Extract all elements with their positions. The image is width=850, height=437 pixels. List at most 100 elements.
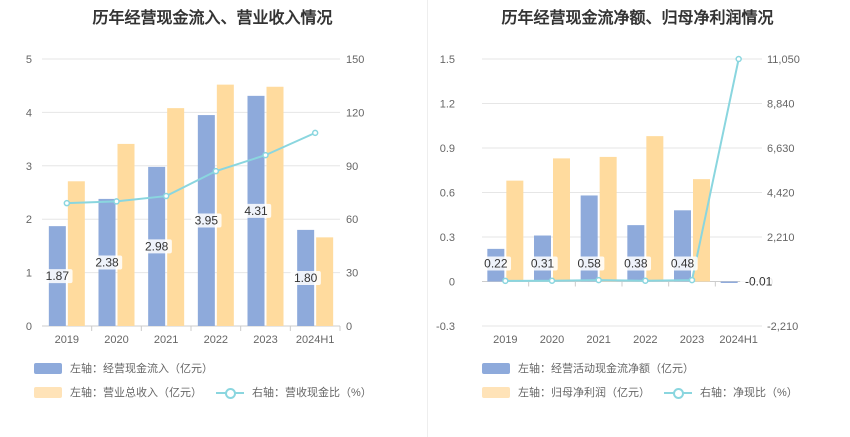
data-label: 2.98 bbox=[145, 239, 169, 253]
right-chart-svg: -0.300.30.60.91.21.5-2,21002,2104,4206,6… bbox=[436, 54, 800, 346]
panel-divider bbox=[427, 0, 428, 437]
legend-label-cash-inflow: 左轴：经营现金流入（亿元） bbox=[70, 363, 213, 375]
legend-label-net-profit: 左轴：归母净利润（亿元） bbox=[518, 387, 650, 399]
y-right-tick-label: 2,210 bbox=[767, 232, 795, 244]
data-label: 3.95 bbox=[195, 214, 219, 228]
y-left-tick-label: 4 bbox=[26, 107, 32, 119]
line-point bbox=[311, 129, 319, 137]
x-tick-label: 2023 bbox=[253, 334, 277, 346]
line-point bbox=[63, 199, 71, 207]
data-label: 0.58 bbox=[577, 257, 601, 271]
y-left-tick-label: 2 bbox=[26, 214, 32, 226]
y-right-tick-label: 120 bbox=[346, 107, 364, 119]
bar-series1 bbox=[627, 225, 645, 282]
legend-swatch-line bbox=[216, 387, 244, 399]
line-point bbox=[262, 151, 269, 159]
legend-swatch-bar1 bbox=[482, 362, 510, 374]
legend-label-net-cash-ratio: 右轴：净现比（%） bbox=[700, 387, 798, 399]
data-label-bg bbox=[667, 256, 698, 271]
data-label: 0.22 bbox=[484, 257, 508, 271]
x-tick-label: 2024H1 bbox=[296, 334, 335, 346]
y-right-tick-label: 11,050 bbox=[767, 54, 800, 66]
bar-series2 bbox=[553, 158, 570, 282]
legend-item-revenue[interactable]: 左轴：营业总收入（亿元） bbox=[34, 384, 202, 400]
y-left-tick-label: 0.6 bbox=[440, 188, 455, 200]
bar-series2 bbox=[167, 108, 185, 327]
data-label-bg bbox=[740, 274, 778, 289]
line-point bbox=[595, 276, 602, 284]
bar-series1 bbox=[674, 210, 691, 282]
left-chart-svg: 0 1 2 3 4 5 0 30 60 90 120 150 2019 2020 2021 2022 2023 2… bbox=[26, 54, 364, 346]
y-left-tick-label: 0 bbox=[449, 277, 455, 289]
line-point bbox=[688, 276, 696, 284]
bar-series2 bbox=[506, 180, 524, 282]
x-tick-label: 2022 bbox=[633, 334, 657, 346]
data-label-bg bbox=[290, 270, 321, 285]
data-label-bg bbox=[42, 269, 73, 284]
bar-series1 bbox=[720, 281, 738, 283]
legend-item-net-profit[interactable]: 左轴：归母净利润（亿元） bbox=[482, 384, 650, 400]
right-chart-title: 历年经营现金流净额、归母净利润情况 bbox=[501, 10, 774, 27]
data-label-bg bbox=[527, 256, 558, 271]
data-label-bg bbox=[480, 256, 512, 271]
legend-swatch-bar1 bbox=[34, 362, 62, 374]
bar-series2 bbox=[216, 84, 234, 326]
data-label-bg bbox=[573, 256, 605, 271]
x-tick-label: 2021 bbox=[586, 334, 610, 346]
y-left-tick-label: 0.9 bbox=[440, 143, 455, 155]
data-label: 0.38 bbox=[624, 257, 648, 271]
y-left-tick-label: 0 bbox=[26, 321, 32, 333]
bar-series2 bbox=[316, 237, 334, 326]
legend-item-net-cash-flow[interactable]: 左轴：经营活动现金流净额（亿元） bbox=[482, 360, 694, 376]
bar-series2 bbox=[266, 86, 284, 326]
y-right-tick-label: 6,630 bbox=[767, 143, 795, 155]
x-tick-label: 2021 bbox=[154, 334, 178, 346]
y-right-tick-label: 150 bbox=[346, 54, 364, 66]
line-point bbox=[642, 277, 649, 284]
legend-label-revenue-cash-ratio: 右轴：营收现金比（%） bbox=[252, 387, 372, 399]
line-point bbox=[212, 167, 220, 175]
data-label-bg bbox=[141, 239, 172, 254]
data-label: 0.31 bbox=[531, 257, 555, 271]
left-chart-title: 历年经营现金流入、营业收入情况 bbox=[92, 10, 333, 27]
line-point bbox=[502, 277, 509, 285]
bar-series2 bbox=[599, 156, 617, 282]
bar-series2 bbox=[646, 136, 664, 282]
data-label-bg bbox=[91, 255, 123, 270]
legend-item-net-cash-ratio[interactable]: 右轴：净现比（%） bbox=[664, 384, 798, 400]
line-point bbox=[735, 55, 742, 63]
legend-swatch-bar2 bbox=[34, 386, 62, 398]
y-right-tick-label: 4,420 bbox=[767, 188, 795, 200]
y-right-tick-label: 0 bbox=[346, 321, 352, 333]
x-tick-label: 2023 bbox=[680, 334, 704, 346]
data-label-bg bbox=[191, 213, 222, 228]
data-label: 1.87 bbox=[46, 269, 70, 283]
data-label-bg bbox=[620, 256, 652, 271]
right-chart-panel: 历年经营现金流净额、归母净利润情况 -0.3 0 0.3 0.6 0.9 1.2 1.5 -2… bbox=[425, 0, 850, 437]
legend-swatch-line bbox=[664, 387, 692, 399]
y-left-tick-label: 1 bbox=[26, 268, 32, 280]
line-series3 bbox=[66, 131, 316, 205]
y-right-tick-label: 90 bbox=[346, 161, 358, 173]
x-tick-label: 2020 bbox=[540, 334, 564, 346]
data-label-bg bbox=[240, 203, 272, 218]
data-label: 1.80 bbox=[294, 271, 318, 285]
x-tick-label: 2020 bbox=[104, 334, 128, 346]
legend-item-cash-inflow[interactable]: 左轴：经营现金流入（亿元） bbox=[34, 360, 213, 376]
x-tick-label: 2019 bbox=[55, 334, 79, 346]
legend-label-revenue: 左轴：营业总收入（亿元） bbox=[70, 387, 202, 399]
x-tick-label: 2024H1 bbox=[719, 334, 758, 346]
y-left-tick-label: 0.3 bbox=[440, 232, 455, 244]
line-point bbox=[162, 192, 170, 200]
y-right-tick-label: -2,210 bbox=[767, 321, 798, 333]
left-chart-panel: 历年经营现金流入、营业收入情况 0 1 2 3 4 5 0 30 60 90 120 150 2019 2… bbox=[26, 10, 372, 400]
line-series3 bbox=[505, 58, 740, 282]
y-right-tick-label: 8,840 bbox=[767, 99, 795, 111]
data-label: 0.48 bbox=[671, 257, 695, 271]
y-left-tick-label: 1.2 bbox=[440, 99, 455, 111]
data-label: -0.01 bbox=[745, 275, 773, 289]
line-point bbox=[548, 277, 556, 285]
x-tick-label: 2019 bbox=[493, 334, 517, 346]
y-left-tick-label: 3 bbox=[26, 161, 32, 173]
legend-item-revenue-cash-ratio[interactable]: 右轴：营收现金比（%） bbox=[216, 384, 372, 400]
